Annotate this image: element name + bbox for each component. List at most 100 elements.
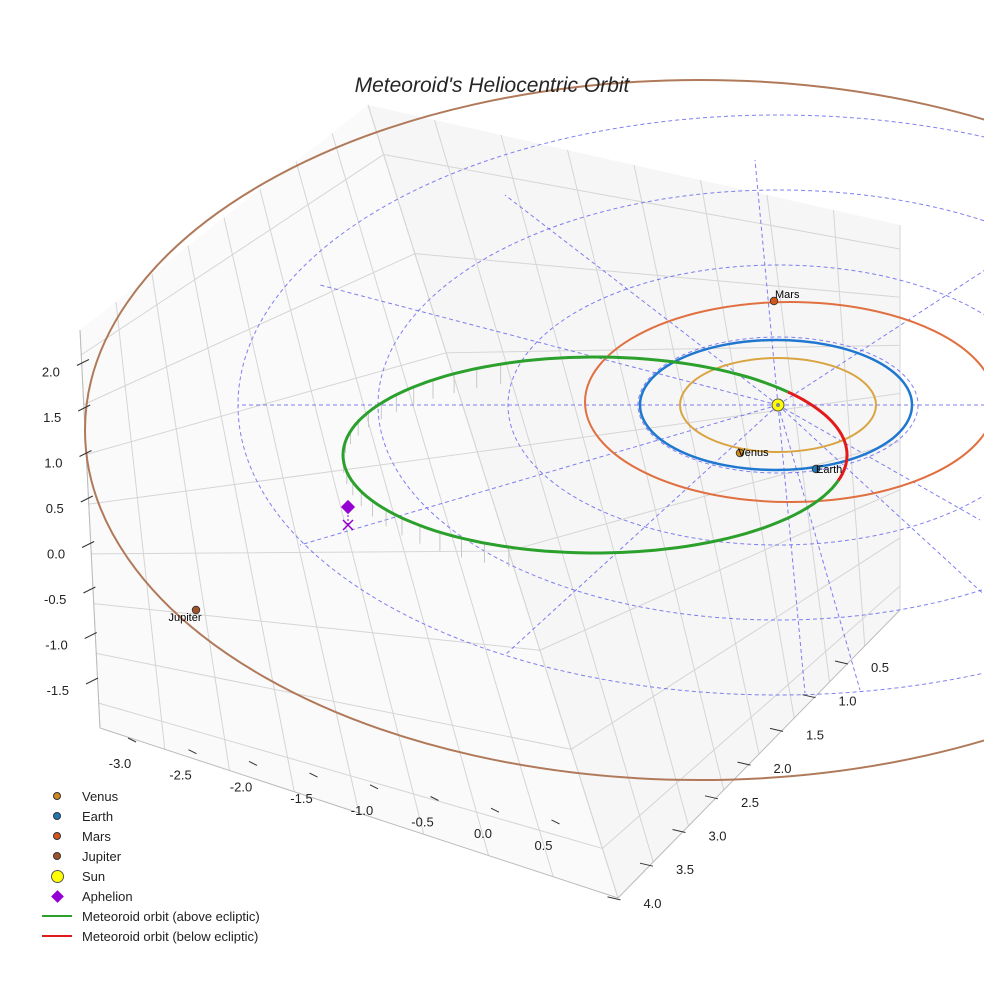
gridline-x xyxy=(223,217,360,814)
legend-marker-dot xyxy=(53,832,61,840)
aphelion-projection-marker xyxy=(342,519,354,531)
y-tick-mark xyxy=(672,829,686,833)
mars-marker xyxy=(769,296,779,306)
legend-item: Sun xyxy=(40,866,260,886)
z-tick-label: 2.0 xyxy=(42,365,60,380)
y-tick-label: 2.0 xyxy=(773,761,791,776)
meteoroid-orbit-above xyxy=(341,355,840,555)
y-tick-label: 2.5 xyxy=(741,795,759,810)
ecliptic-spoke xyxy=(777,404,806,694)
venus-orbit xyxy=(679,357,877,453)
earth-label: Earth xyxy=(816,464,842,476)
y-tick-label: 3.5 xyxy=(676,862,694,877)
jupiter-marker xyxy=(191,605,201,615)
axis-ticks: -3.0 -2.5 -2.0 -1.5 -1.0 -0.5 0.0 0.5 0.5 1.0 1.5 2… xyxy=(42,359,889,911)
ecliptic-spoke xyxy=(777,404,981,521)
legend-item: Meteoroid orbit (below ecliptic) xyxy=(40,926,260,946)
z-tick-mark xyxy=(80,495,94,503)
legend-item: Mars xyxy=(40,826,260,846)
earth-orbit xyxy=(638,338,914,472)
ecliptic-polar-grid xyxy=(237,114,984,696)
gridline-x xyxy=(367,104,619,899)
ecliptic-spoke xyxy=(299,404,779,546)
gridline-y xyxy=(633,164,760,755)
y-tick-mark xyxy=(802,694,816,699)
z-tick-mark xyxy=(84,632,97,639)
z-tick-mark xyxy=(77,404,91,412)
ecliptic-spoke xyxy=(504,404,779,656)
legend-marker-big-dot xyxy=(50,869,64,883)
legend-label: Aphelion xyxy=(82,888,133,904)
legend-marker-dot xyxy=(53,852,61,860)
gridline-x xyxy=(331,132,554,877)
legend-item: Meteoroid orbit (above ecliptic) xyxy=(40,906,260,926)
x-tick-mark xyxy=(490,807,500,813)
gridline-z xyxy=(80,154,901,356)
jupiter-label: Jupiter xyxy=(168,612,201,624)
legend-marker-line xyxy=(42,935,72,937)
z-tick-label: -1.0 xyxy=(45,638,67,653)
ecliptic-spoke xyxy=(777,404,984,596)
gridline-y xyxy=(434,119,654,863)
z-tick-label: 1.5 xyxy=(43,410,61,425)
x-tick-label: -2.5 xyxy=(169,768,191,783)
z-tick-mark xyxy=(79,450,92,457)
chart-title: Meteoroid's Heliocentric Orbit xyxy=(354,74,630,97)
legend-label: Sun xyxy=(82,868,106,884)
axis-line-y xyxy=(617,609,901,899)
axis-line-x xyxy=(99,727,619,899)
y-tick-label: 0.5 xyxy=(871,660,889,675)
legend-label: Meteoroid orbit (above ecliptic) xyxy=(82,908,260,924)
legend-symbol xyxy=(40,926,74,946)
y-tick-label: 1.0 xyxy=(838,694,856,709)
legend: Venus Earth Mars Jupiter Sun Aphelion Meteoroi… xyxy=(40,786,260,946)
legend-symbol xyxy=(40,846,74,866)
ecliptic-spoke xyxy=(754,159,779,406)
legend-marker-line xyxy=(42,915,72,917)
legend-label: Venus xyxy=(82,788,119,804)
gridline-x xyxy=(295,161,489,856)
venus-label: Venus xyxy=(738,447,769,459)
gridline-z xyxy=(93,489,901,651)
aphelion-marker xyxy=(340,499,356,515)
x-tick-mark xyxy=(369,784,379,790)
x-tick-label: -3.0 xyxy=(109,756,131,771)
y-tick-mark xyxy=(607,896,621,901)
gridline-z xyxy=(88,392,901,505)
x-tick-mark xyxy=(309,772,318,778)
y-tick-mark xyxy=(834,660,849,665)
axis-line-z xyxy=(79,329,101,729)
y-tick-label: 1.5 xyxy=(806,727,824,742)
legend-label: Jupiter xyxy=(82,848,122,864)
z-tick-label: 1.0 xyxy=(44,456,62,471)
legend-label: Mars xyxy=(82,828,111,844)
y-tick-mark xyxy=(737,761,751,766)
x-tick-label: 0.5 xyxy=(534,838,552,853)
gridline-z xyxy=(96,537,901,750)
gridline-z xyxy=(98,585,901,849)
legend-symbol xyxy=(40,806,74,826)
planet-orbits xyxy=(84,79,984,781)
y-tick-mark xyxy=(769,727,784,732)
legend-item: Venus xyxy=(40,786,260,806)
gridline-z xyxy=(83,253,901,406)
x-tick-mark xyxy=(127,737,137,743)
x-tick-label: 0.0 xyxy=(474,826,492,841)
x-tick-label: -1.5 xyxy=(290,791,312,806)
z-tick-label: 0.5 xyxy=(46,501,64,516)
x-tick-mark xyxy=(551,819,560,825)
mars-label: Mars xyxy=(775,289,800,301)
y-tick-mark xyxy=(639,862,654,867)
body-markers: Venus Earth Mars Jupiter xyxy=(168,289,842,624)
x-tick-label: -0.5 xyxy=(411,815,433,830)
jupiter-orbit xyxy=(84,79,984,781)
x-tick-label: -2.0 xyxy=(230,779,252,794)
meteoroid-orbit xyxy=(341,355,849,567)
z-tick-mark xyxy=(76,359,90,366)
gridline-z xyxy=(86,344,901,455)
legend-symbol xyxy=(40,866,74,886)
legend-marker-diamond xyxy=(50,889,64,903)
y-tick-mark xyxy=(704,795,719,800)
mars-orbit xyxy=(584,301,984,503)
ecliptic-spoke xyxy=(319,284,779,406)
